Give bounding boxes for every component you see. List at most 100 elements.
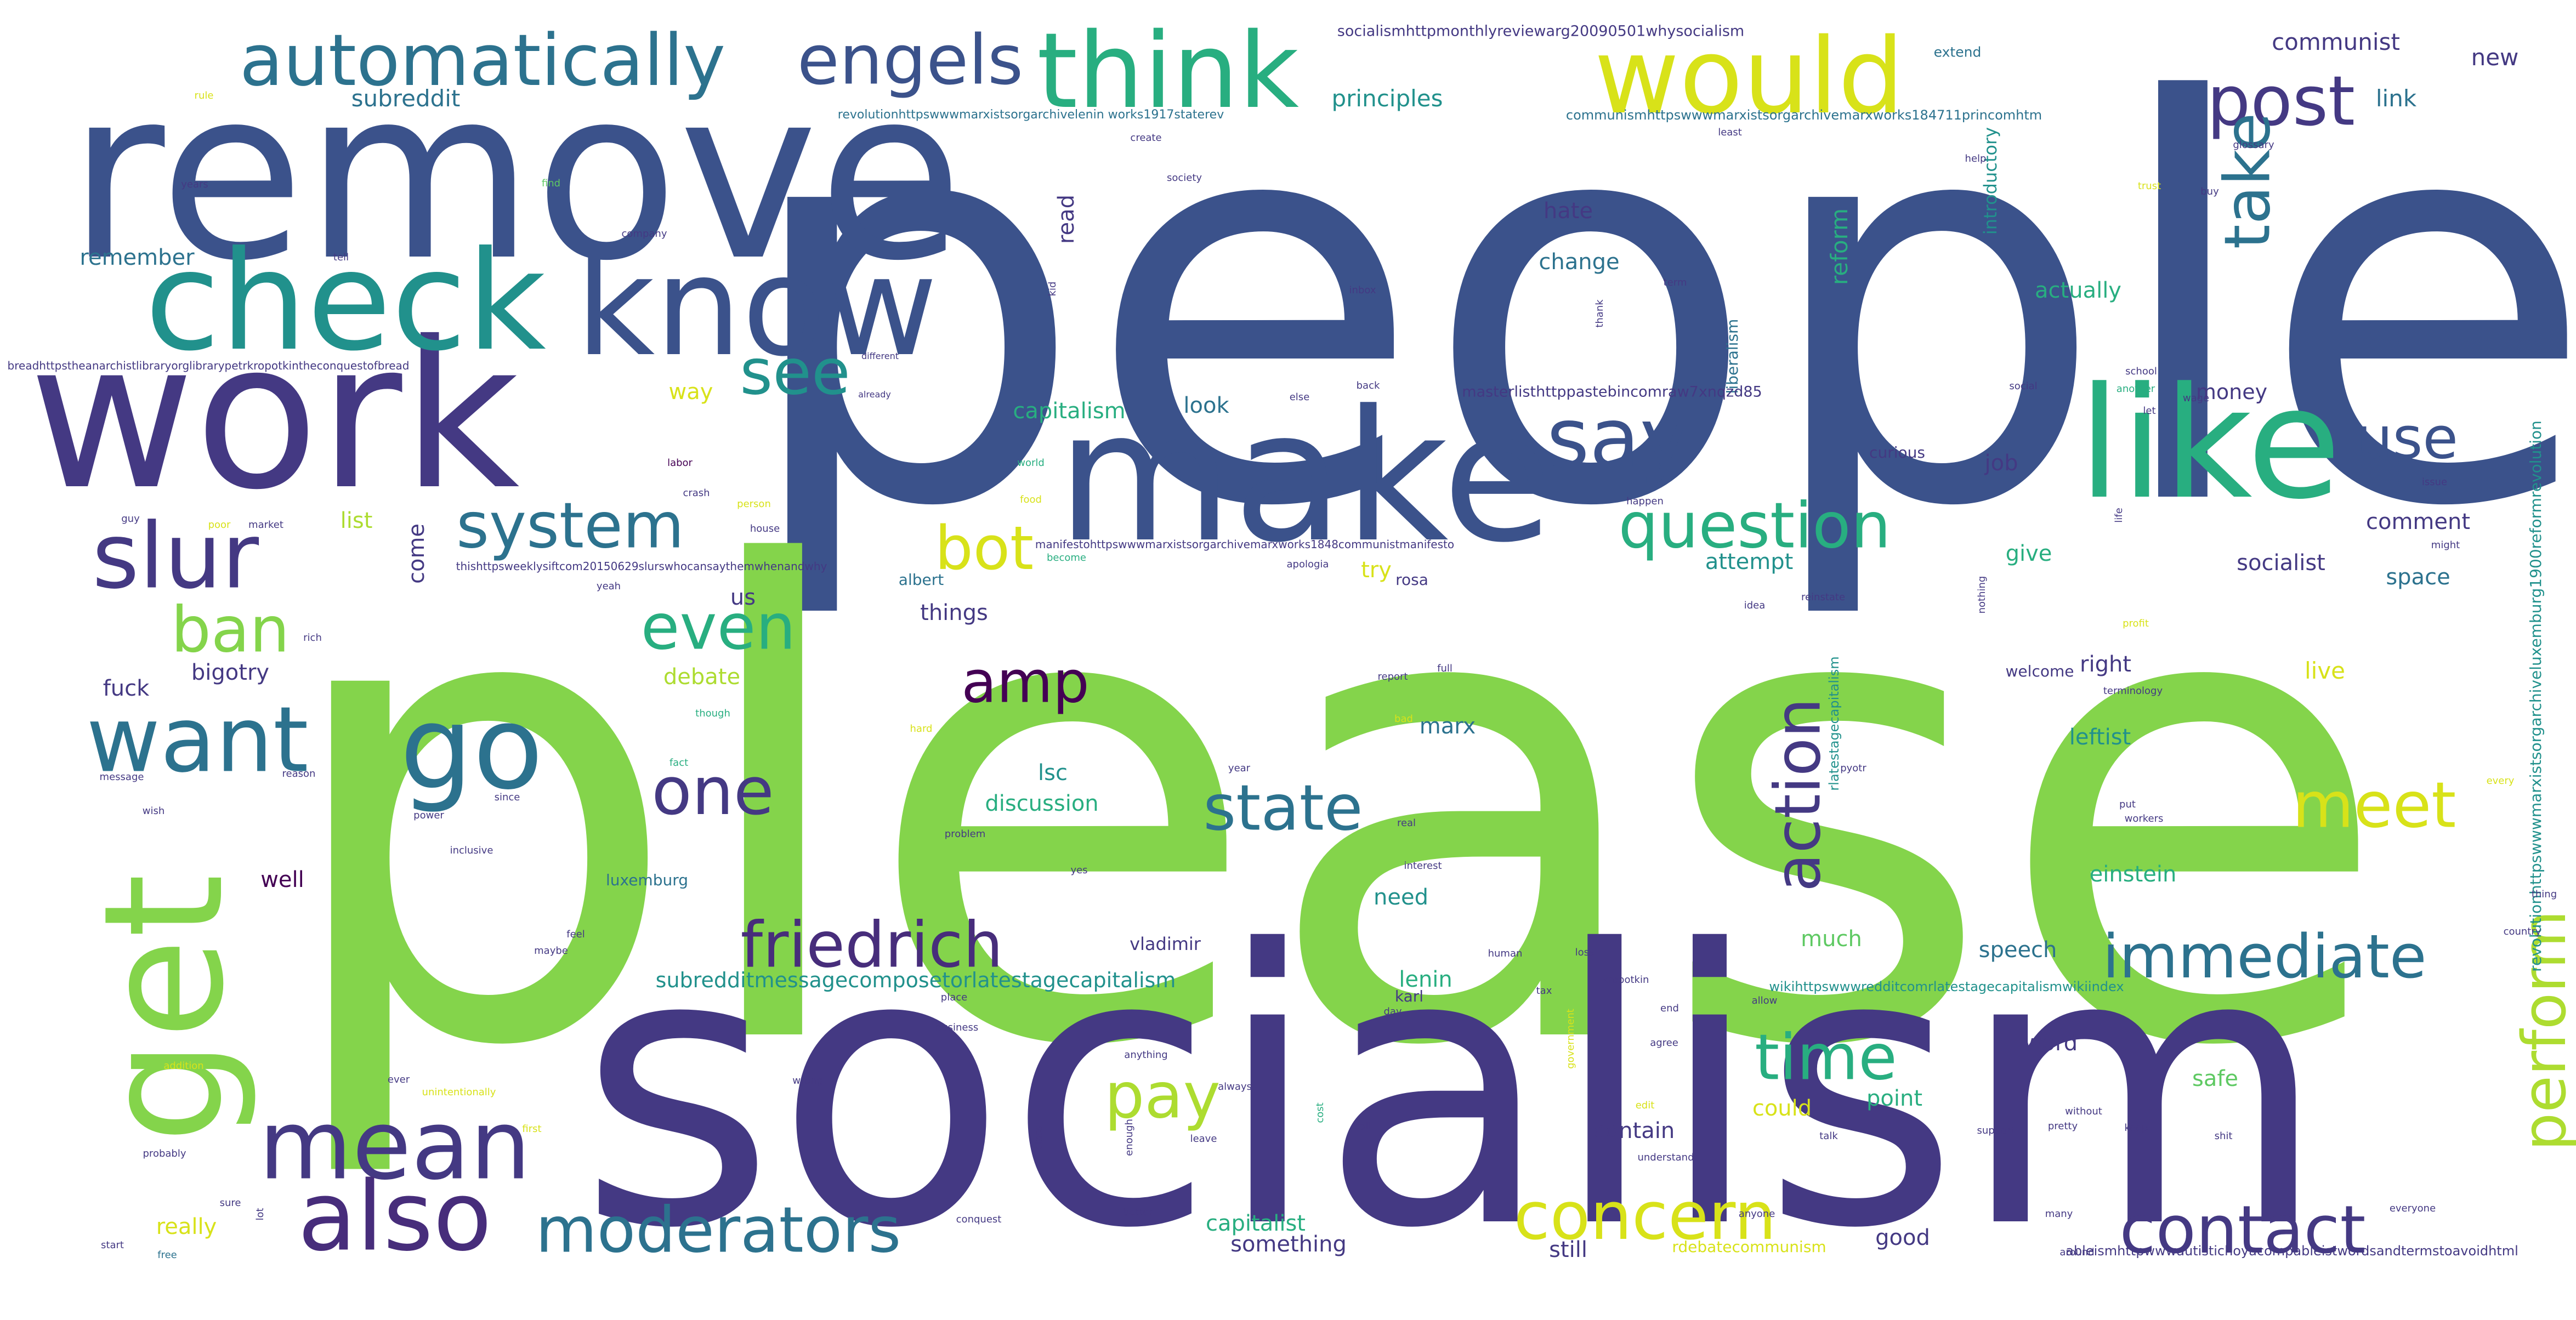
word-take: take: [2211, 112, 2285, 249]
word-inbox: inbox: [1349, 285, 1376, 296]
word-anyone: anyone: [1738, 1208, 1775, 1220]
word-world: world: [1017, 457, 1045, 469]
word-link: link: [2375, 85, 2417, 112]
word-live: live: [2304, 657, 2346, 684]
word-social: social: [2009, 380, 2038, 392]
word-food: food: [1020, 494, 1042, 505]
word-better: better: [1122, 1207, 1153, 1218]
word-pretty: pretty: [2047, 1120, 2078, 1132]
word-question: question: [1618, 489, 1891, 563]
word-else: else: [1289, 391, 1310, 403]
word-years: years: [181, 179, 208, 190]
word-comment: comment: [2365, 509, 2471, 534]
word-debate: debate: [663, 664, 741, 690]
word-point: point: [1866, 1086, 1923, 1111]
word-start: start: [101, 1239, 124, 1251]
word-profit: profit: [2123, 618, 2149, 629]
word-action: action: [1761, 698, 1835, 892]
word-conquest: conquest: [956, 1214, 1002, 1225]
word-capitalist: capitalist: [1206, 1211, 1306, 1236]
word-socialism: socialism: [578, 870, 2328, 1311]
word-find: find: [541, 178, 561, 189]
word-reinstate: reinstate: [1801, 591, 1846, 603]
word-sure: sure: [219, 1197, 241, 1209]
word-einstein: einstein: [2089, 862, 2177, 887]
word-yeah: yeah: [596, 581, 621, 592]
word-allow: allow: [1751, 995, 1778, 1006]
word-also: also: [297, 1161, 492, 1273]
word-life: life: [2113, 508, 2125, 523]
word-class: class: [1033, 1125, 1045, 1150]
word-post: post: [2207, 61, 2355, 141]
word-come: come: [404, 523, 429, 584]
word-least: least: [1718, 127, 1742, 138]
word-without: without: [2065, 1106, 2102, 1117]
word-thishttps: thishttpsweeklysiftcom20150629slurswhoca…: [456, 560, 827, 573]
word-first: first: [522, 1123, 542, 1135]
word-karl: karl: [1394, 987, 1424, 1005]
word-apologia: apologia: [1286, 559, 1329, 570]
word-rdebatecommunism: rdebatecommunism: [1672, 1238, 1826, 1256]
word-let: let: [2143, 405, 2156, 417]
word-rich: rich: [303, 632, 322, 644]
word-understand: understand: [1637, 1152, 1694, 1163]
word-introductory: introductory: [1980, 127, 2001, 235]
word-curious: curious: [1869, 443, 1925, 462]
word-create: create: [1130, 132, 1162, 144]
word-go: go: [400, 681, 543, 815]
word-word: word: [2023, 1031, 2078, 1056]
word-want: want: [86, 687, 309, 793]
word-happen: happen: [1626, 496, 1664, 507]
word-bigotry: bigotry: [191, 660, 270, 685]
word-tax: tax: [1536, 985, 1552, 997]
word-capitalism: capitalism: [1013, 399, 1126, 424]
word-help: help: [1965, 153, 1987, 164]
word-government: government: [1565, 1009, 1576, 1069]
word-ban: ban: [171, 593, 290, 667]
word-extend: extend: [1933, 44, 1982, 60]
word-change: change: [1539, 249, 1620, 275]
word-end: end: [1660, 1003, 1679, 1014]
word-might: might: [2431, 539, 2460, 551]
word-buy: buy: [2200, 186, 2219, 197]
word-wage: wage: [2182, 392, 2210, 404]
word-marx: marx: [1419, 714, 1476, 739]
word-concern: concern: [1513, 1179, 1777, 1255]
word-agree: agree: [1650, 1037, 1678, 1049]
word-attempt: attempt: [1705, 549, 1794, 574]
word-way: way: [668, 379, 713, 405]
word-company: company: [621, 228, 667, 240]
word-system: system: [456, 489, 684, 563]
word-school: school: [2125, 366, 2157, 377]
word-terminology: terminology: [2103, 685, 2163, 697]
word-well: well: [260, 867, 304, 892]
word-contain: contain: [1593, 1118, 1675, 1143]
word-rule: rule: [194, 90, 214, 101]
word-interest: interest: [1404, 860, 1442, 872]
word-shit: shit: [2214, 1130, 2233, 1142]
word-ever: ever: [387, 1074, 410, 1085]
word-much: much: [1801, 926, 1862, 952]
word-report: report: [1377, 671, 1408, 682]
word-lot: lot: [254, 1208, 266, 1221]
word-trust: trust: [2137, 180, 2161, 192]
word-inclusive: inclusive: [450, 845, 493, 856]
word-power: power: [413, 810, 444, 821]
word-become: become: [1046, 552, 1087, 564]
word-ableismhttp: ableismhttpwwwautistichoyacompableistwor…: [2066, 1243, 2518, 1259]
word-need: need: [1374, 885, 1428, 910]
word-space: space: [2386, 565, 2450, 590]
word-wikihttps: wikihttpswwwredditcomrlatestagecapitalis…: [1769, 979, 2124, 994]
word-even: even: [640, 590, 796, 664]
word-bad: bad: [1394, 713, 1413, 725]
word-socialismhttp: socialismhttpmonthlyreviewarg20090501why…: [1337, 22, 1745, 40]
word-term: term: [1663, 277, 1687, 288]
word-poor: poor: [208, 519, 231, 531]
word-contact: contact: [2119, 1192, 2366, 1268]
word-use: use: [2356, 405, 2458, 472]
word-probably: probably: [143, 1148, 186, 1159]
word-welcome: welcome: [2005, 662, 2074, 680]
word-right: right: [2080, 652, 2131, 677]
word-many: many: [2045, 1208, 2073, 1220]
word-communismhttp: communismhttpswwwmarxistsorgarchivemarxw…: [1565, 107, 2042, 123]
